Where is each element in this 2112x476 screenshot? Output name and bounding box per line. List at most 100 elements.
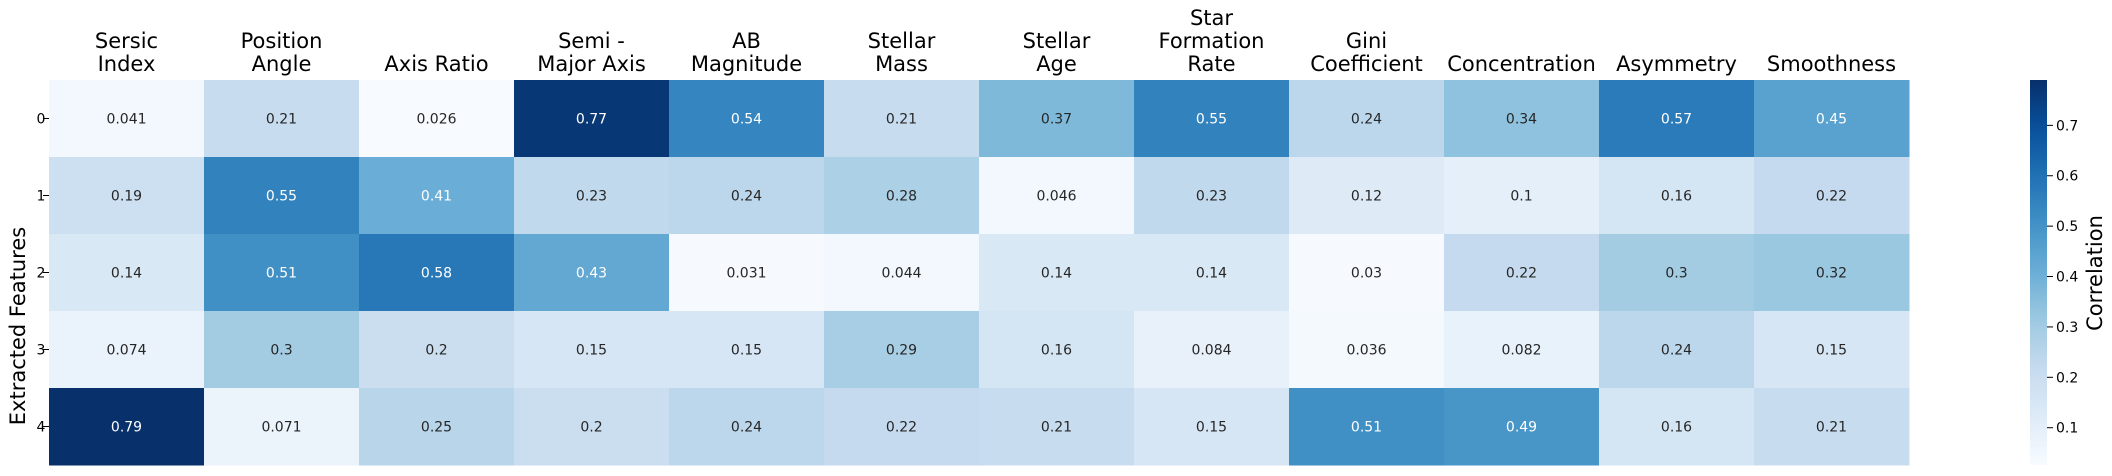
column-label-line: Index [98,52,156,76]
column-label: Semi -Major Axis [537,29,646,76]
column-label: Stellar Mass [868,29,936,76]
heatmap-cell [49,157,205,235]
column-label-line: Concentration [1447,52,1596,76]
heatmap-cell [1289,388,1445,466]
colorbar-tick-label: 0.6 [2056,169,2078,185]
heatmap-cell [1444,157,1600,235]
heatmap-cell [669,388,825,466]
colorbar-tick-label: 0.4 [2056,270,2078,286]
heatmap-cell [1289,80,1445,158]
heatmap-cell [669,311,825,389]
y-axis-label: Extracted Features [6,227,30,425]
cell-value-label: 0.22 [1816,189,1847,205]
cell-value-label: 0.16 [1661,189,1692,205]
cell-value-label: 0.28 [886,189,917,205]
cell-value-label: 0.77 [576,112,607,128]
heatmap-cell [824,157,980,235]
column-label: Stellar Age [1023,29,1091,76]
column-label-line: Sersic [95,29,158,53]
heatmap-cell [669,157,825,235]
heatmap-cell [1444,80,1600,158]
heatmap-cell [1289,311,1445,389]
colorbar-tick-label: 0.5 [2056,219,2078,235]
cell-value-label: 0.51 [266,266,297,282]
heatmap-cell [1599,388,1755,466]
column-label-line: Asymmetry [1616,52,1737,76]
heatmap-cell [1444,234,1600,312]
column-label-line: Stellar [868,29,936,53]
row-label: 3 [37,343,46,359]
column-label: Smoothness [1767,52,1896,76]
cell-value-label: 0.12 [1351,189,1382,205]
cell-value-label: 0.16 [1041,343,1072,359]
cell-value-label: 0.036 [1346,343,1386,359]
heatmap-cell [359,80,515,158]
heatmap-cell [359,388,515,466]
cell-value-label: 0.21 [1041,420,1072,436]
heatmap-cells [49,80,1910,466]
row-labels: 0 1 2 3 4 [37,112,49,436]
heatmap-cell [49,234,205,312]
column-label: Star Formation Rate [1159,6,1265,76]
heatmap-cell [1289,234,1445,312]
colorbar-label: Correlation [2083,215,2107,331]
cell-value-label: 0.14 [1041,266,1072,282]
column-label-line: Mass [875,52,928,76]
column-label-line: Angle [252,52,312,76]
cell-value-label: 0.15 [1816,343,1847,359]
column-label-line: Rate [1187,52,1235,76]
column-label-line: AB [732,29,761,53]
heatmap-cell [1599,311,1755,389]
heatmap-cell [49,80,205,158]
colorbar-tick-label: 0.3 [2056,320,2078,336]
cell-value-label: 0.3 [1665,266,1687,282]
cell-value-label: 0.071 [261,420,301,436]
column-label: Position Angle [241,29,323,76]
cell-value-label: 0.24 [1661,343,1692,359]
heatmap-cell [204,388,360,466]
heatmap-cell [1289,157,1445,235]
column-labels: Sersic Index Position Angle Axis Ratio Semi -… [95,6,1896,76]
cell-value-label: 0.14 [111,266,142,282]
heatmap-cell [979,311,1135,389]
heatmap-cell [514,388,670,466]
heatmap-cell [979,388,1135,466]
cell-value-label: 0.23 [1196,189,1227,205]
colorbar-tick-label: 0.7 [2056,118,2078,134]
cell-value-label: 0.51 [1351,420,1382,436]
column-label-line: Position [241,29,323,53]
heatmap-cell [979,234,1135,312]
heatmap-cell [1444,311,1600,389]
heatmap-cell [979,157,1135,235]
cell-value-label: 0.026 [416,112,456,128]
column-label: Gini Coefficient [1310,29,1423,76]
column-label-line: Coefficient [1310,52,1423,76]
cell-value-label: 0.15 [576,343,607,359]
cell-value-label: 0.21 [266,112,297,128]
column-label-line: Semi - [558,29,625,53]
heatmap-cell [1134,234,1290,312]
column-label-line: Formation [1159,29,1265,53]
heatmap-cell [514,234,670,312]
colorbar-tick-label: 0.1 [2056,421,2078,437]
colorbar-tick-label: 0.2 [2056,370,2078,386]
heatmap-cell [1754,234,1910,312]
cell-value-label: 0.19 [111,189,142,205]
heatmap-cell [49,311,205,389]
column-label: Asymmetry [1616,52,1737,76]
cell-value-label: 0.1 [1510,189,1532,205]
cell-value-label: 0.044 [881,266,921,282]
heatmap-cell [359,157,515,235]
heatmap-cell [1134,388,1290,466]
heatmap-cell [669,80,825,158]
column-label-line: Age [1036,52,1077,76]
heatmap-cell [1754,157,1910,235]
column-label-line: Gini [1346,29,1387,53]
cell-value-label: 0.046 [1036,189,1076,205]
heatmap-cell [1754,388,1910,466]
cell-value-label: 0.55 [1196,112,1227,128]
cell-value-label: 0.15 [731,343,762,359]
heatmap-cell [49,388,205,466]
cell-value-label: 0.29 [886,343,917,359]
